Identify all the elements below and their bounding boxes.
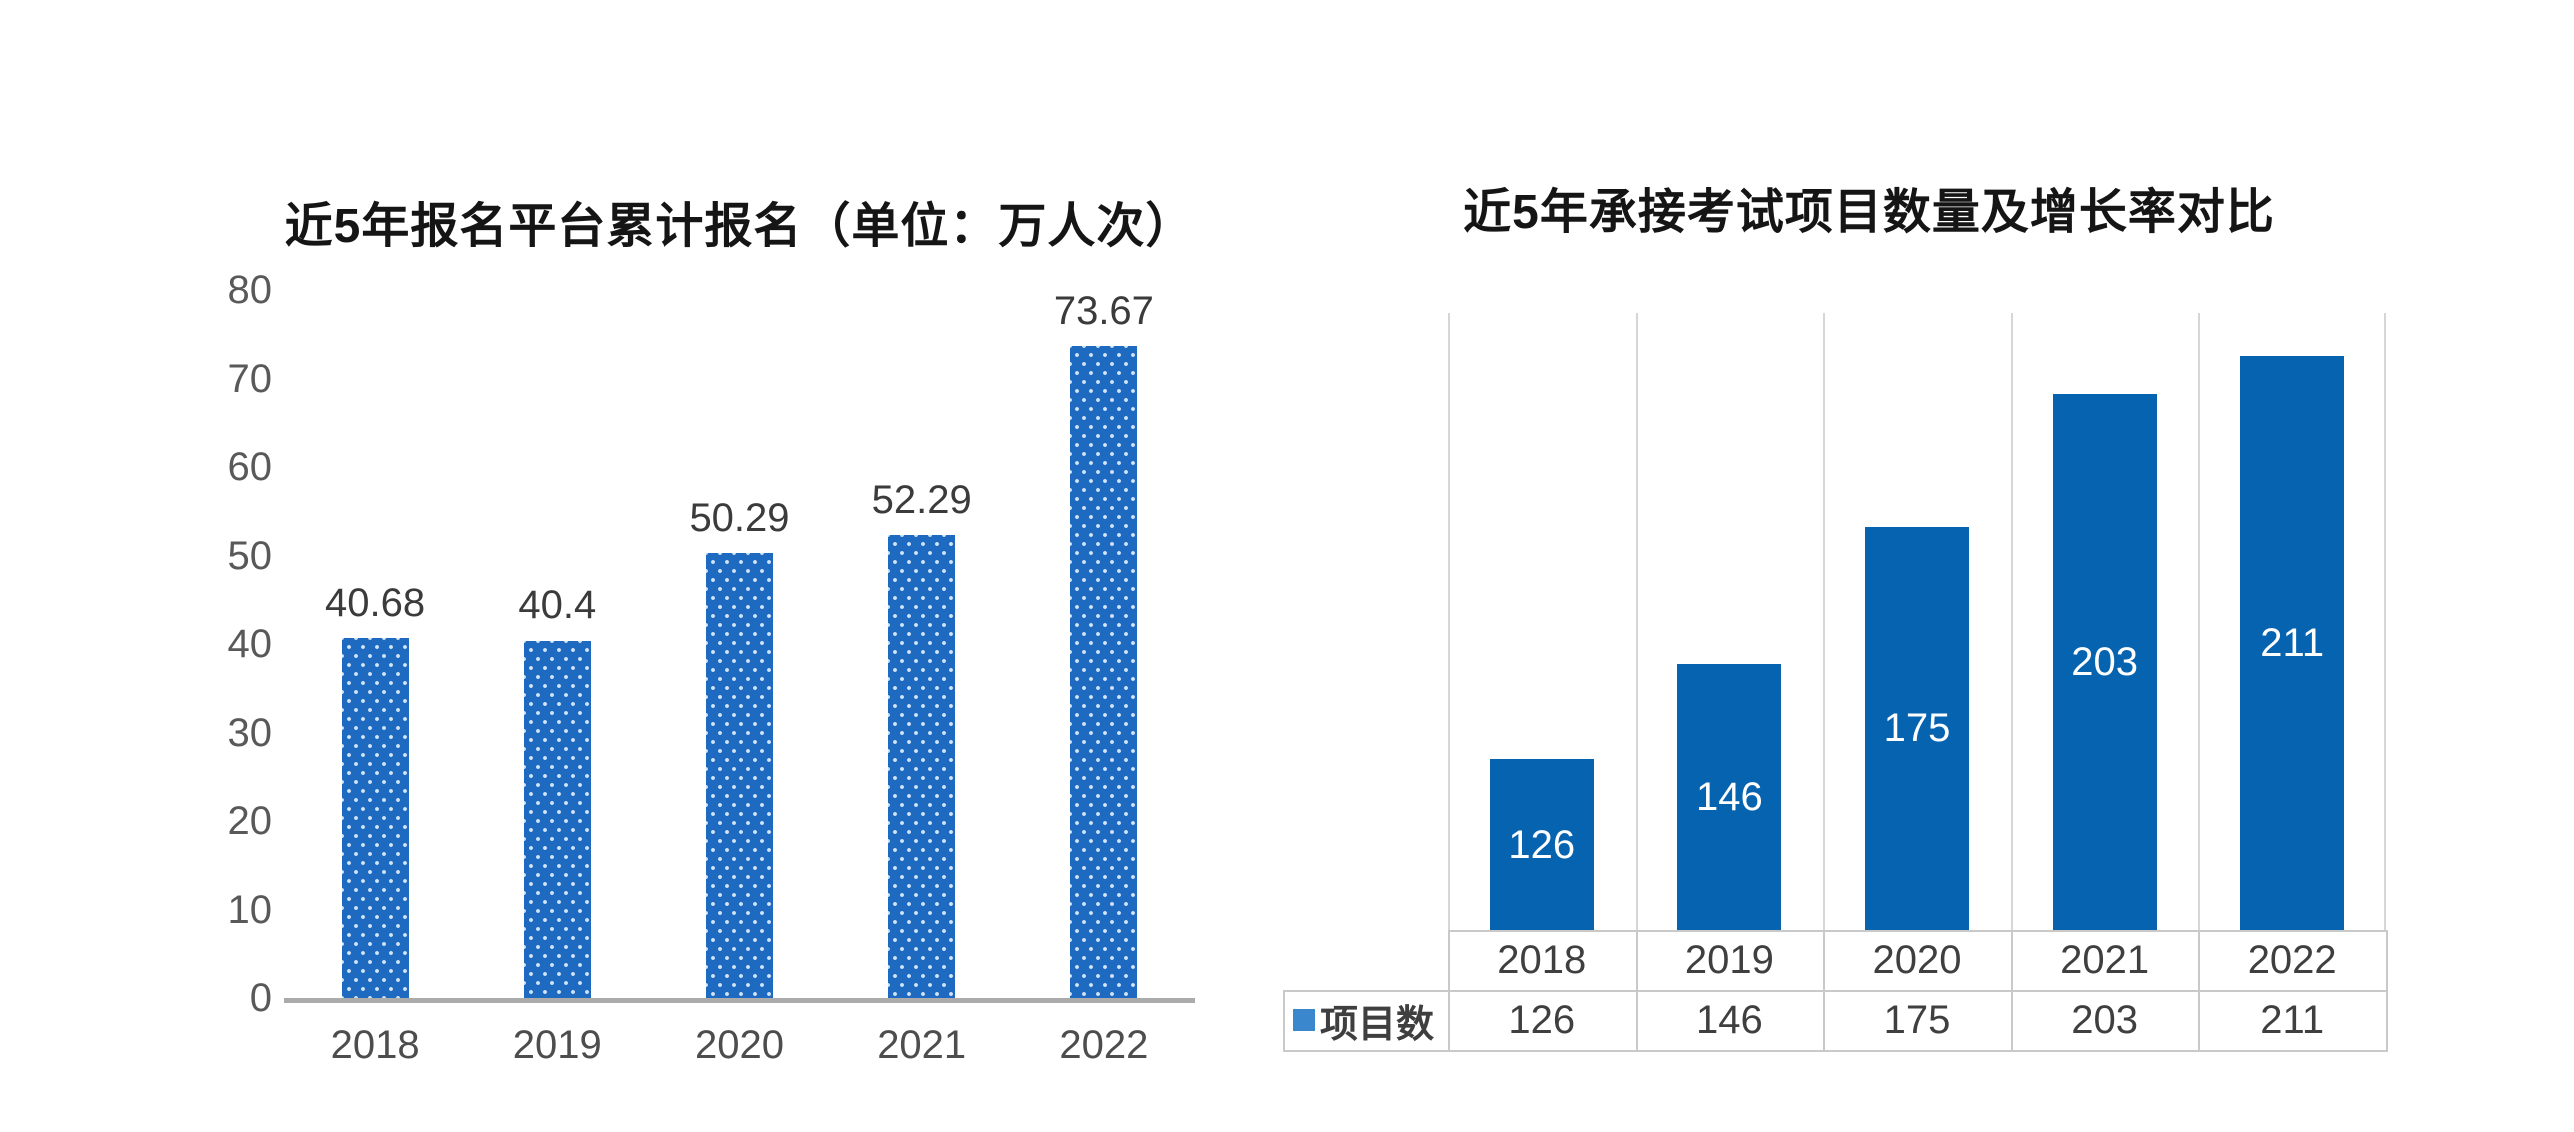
bar-2022 (2240, 355, 2345, 930)
table-border (2010, 930, 2013, 1052)
y-tick-50: 50 (227, 533, 273, 578)
y-tick-30: 30 (227, 710, 273, 755)
enrollment-plot-area: 40.68 40.4 50.29 52.29 73.67 (284, 289, 1195, 1003)
bar-label-2020: 50.29 (689, 495, 790, 540)
x-label-2018: 2018 (330, 1023, 420, 1067)
bar-label-2020: 175 (1883, 706, 1951, 751)
bar-2021 (888, 535, 956, 998)
year-cell-2018: 2018 (1497, 938, 1587, 982)
year-cell-2021: 2021 (2060, 938, 2150, 982)
value-cell-2022: 211 (2260, 998, 2325, 1042)
value-cell-2020: 175 (1883, 998, 1951, 1042)
legend-label: 项目数 (1320, 1003, 1435, 1046)
x-label-2021: 2021 (877, 1023, 967, 1067)
value-cell-2021: 203 (2071, 998, 2138, 1042)
bar-label-2021: 203 (2071, 639, 2138, 684)
bar-2019 (523, 640, 591, 998)
value-cell-2018: 126 (1508, 998, 1576, 1042)
y-tick-80: 80 (227, 268, 273, 312)
table-border (2386, 930, 2388, 1052)
bar-2021 (2052, 393, 2157, 930)
enrollment-chart-title: 近5年报名平台累计报名（单位：万人次） (284, 200, 1195, 253)
legend-marker-icon (1293, 1009, 1315, 1031)
table-border (2198, 930, 2201, 1052)
bar-label-2019: 146 (1696, 775, 1763, 820)
year-cell-2019: 2019 (1684, 938, 1774, 982)
y-tick-70: 70 (227, 356, 273, 401)
projects-chart-title: 近5年承接考试项目数量及增长率对比 (1463, 186, 2275, 239)
value-cell-2019: 146 (1696, 998, 1763, 1042)
table-border (1823, 930, 1826, 1052)
bar-2020 (706, 552, 773, 998)
y-tick-40: 40 (227, 622, 273, 666)
bar-label-2022: 73.67 (1053, 289, 1154, 334)
y-tick-0: 0 (249, 976, 272, 1020)
table-border (1448, 930, 2388, 932)
table-border (1283, 990, 2388, 992)
gridline (1823, 313, 1826, 930)
table-border (1635, 930, 1638, 1052)
y-tick-20: 20 (227, 799, 273, 843)
gridline (1448, 313, 1450, 930)
projects-plot-area: 126 146 175 203 211 (1448, 313, 2386, 930)
bar-2020 (1865, 526, 1969, 930)
bar-2022 (1070, 346, 1138, 998)
gridline (2198, 313, 2201, 930)
legend-cell: 项目数 (1283, 990, 1448, 1050)
table-border (1283, 990, 1285, 1052)
x-label-2020: 2020 (695, 1023, 784, 1067)
y-tick-10: 10 (227, 887, 273, 932)
bar-label-2021: 52.29 (871, 478, 972, 523)
bar-2018 (1489, 759, 1594, 930)
y-tick-60: 60 (227, 445, 273, 489)
gridline (2384, 313, 2386, 930)
table-border (1283, 1050, 2388, 1052)
x-label-2019: 2019 (512, 1023, 602, 1067)
year-cell-2022: 2022 (2247, 938, 2337, 982)
gridline (1635, 313, 1638, 930)
table-border (1448, 930, 1450, 1052)
bar-2018 (341, 638, 409, 998)
bar-label-2022: 211 (2260, 620, 2325, 665)
bar-2019 (1677, 664, 1782, 930)
bar-label-2019: 40.4 (518, 583, 597, 628)
gridline (2010, 313, 2013, 930)
year-cell-2020: 2020 (1872, 938, 1962, 982)
bar-label-2018: 126 (1508, 822, 1576, 867)
x-label-2022: 2022 (1059, 1023, 1149, 1067)
bar-label-2018: 40.68 (325, 580, 426, 625)
